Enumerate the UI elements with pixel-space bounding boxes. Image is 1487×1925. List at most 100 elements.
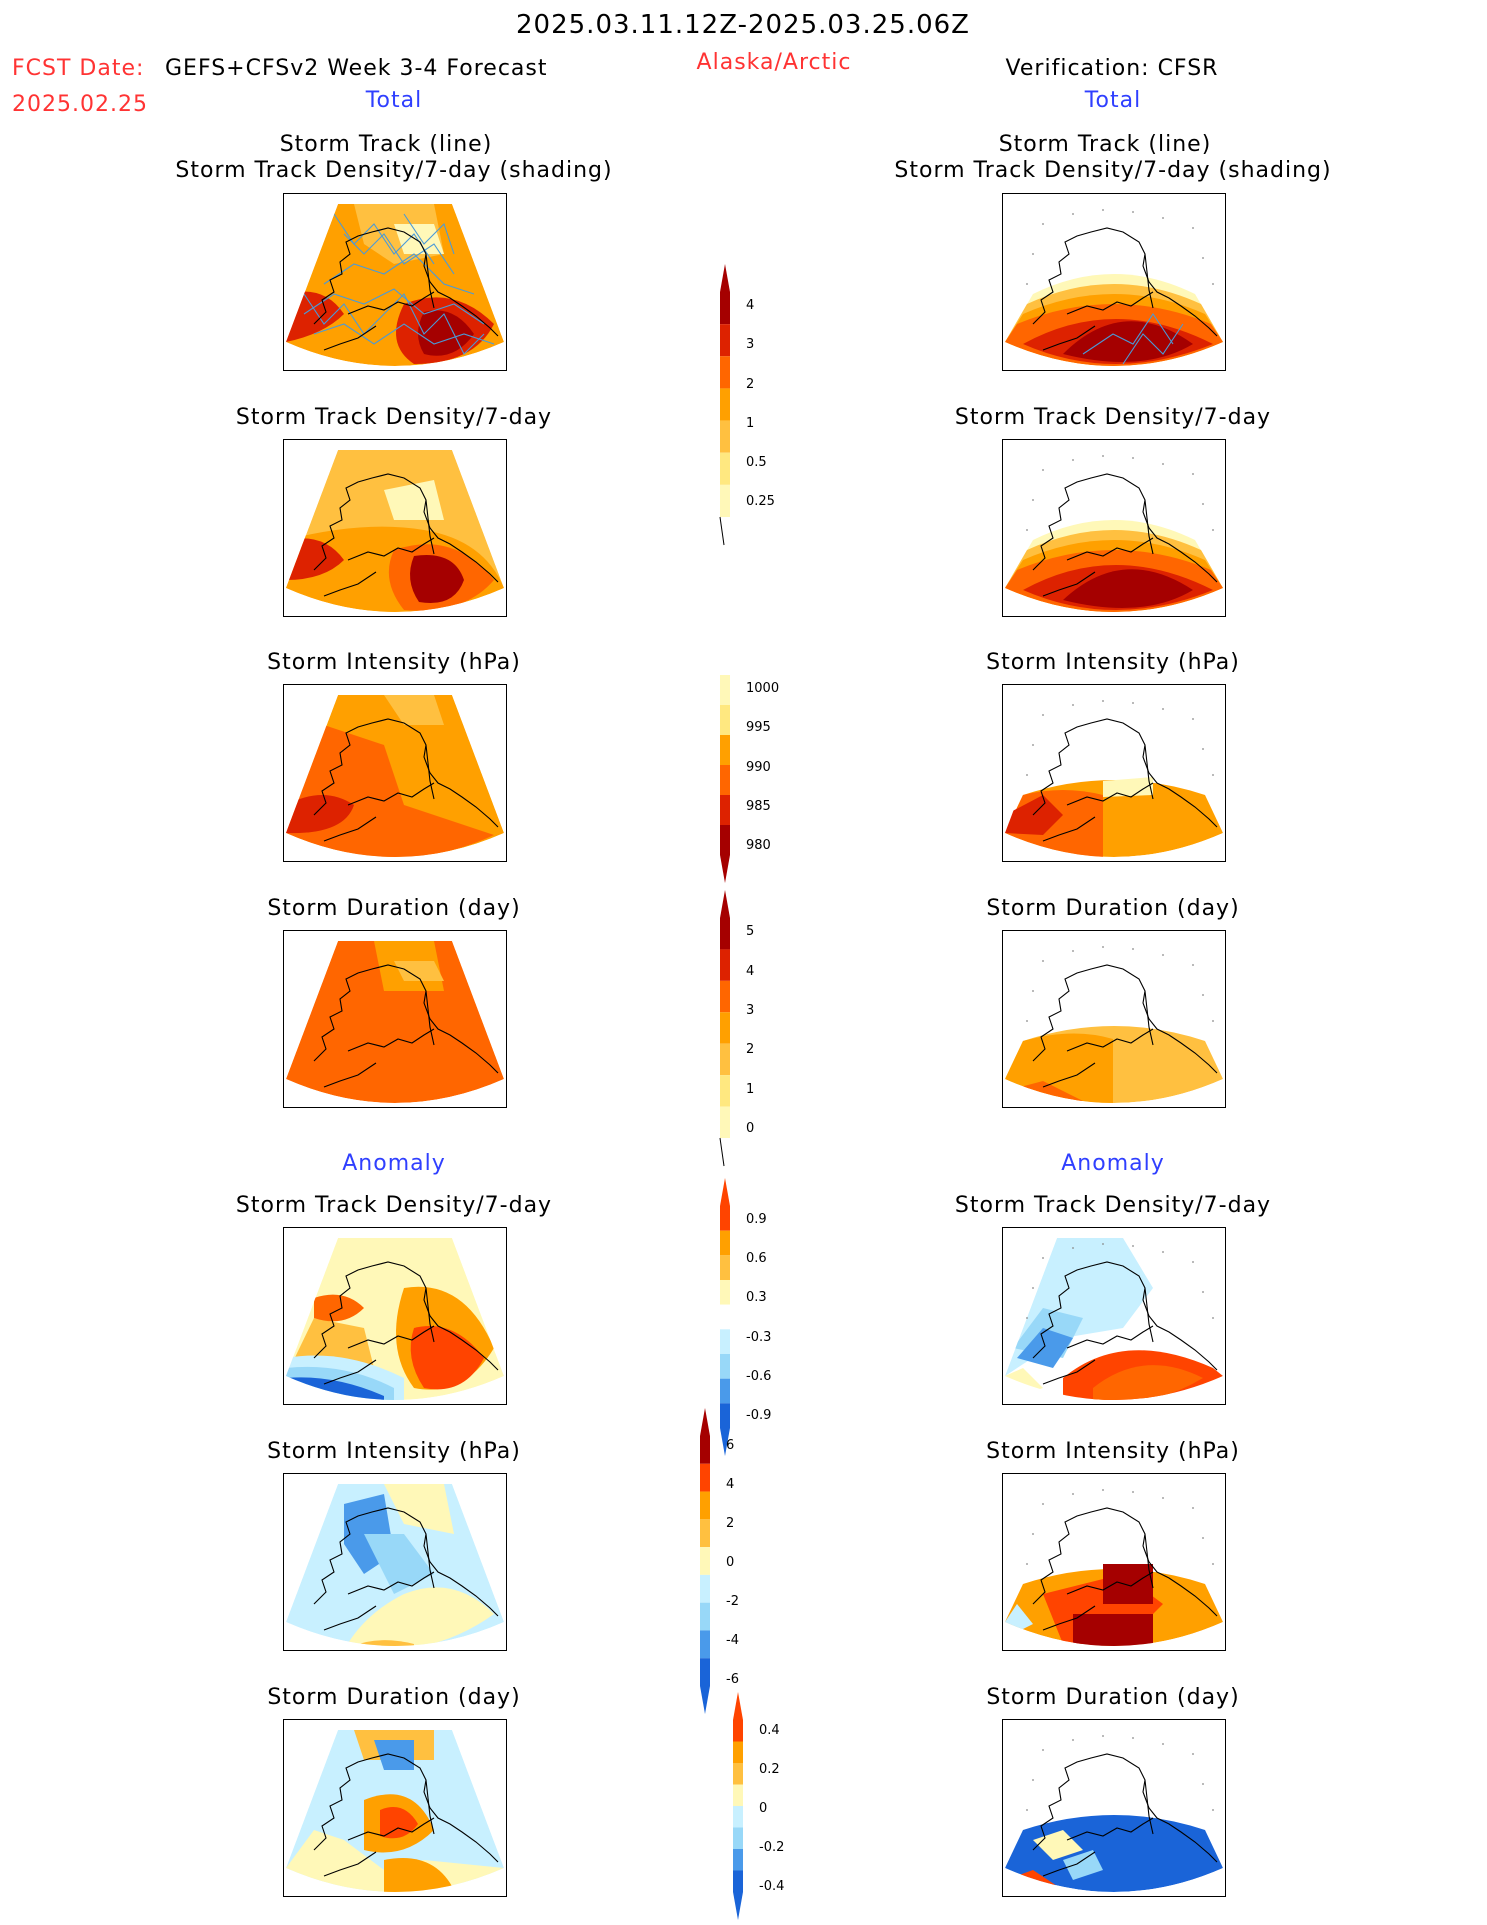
cb-intensity-anom-tick: 2 xyxy=(726,1516,735,1531)
grid-dot xyxy=(1026,1809,1028,1811)
cb-duration-anom-tick: -0.2 xyxy=(759,1840,785,1855)
shaded-region xyxy=(286,291,344,342)
map-duration-anom-forecast xyxy=(283,1719,507,1897)
colorbar-segment xyxy=(733,1849,743,1871)
map-intensity-anom-verification-svg xyxy=(1005,1484,1223,1646)
title-duration-anom-left: Storm Duration (day) xyxy=(267,1685,521,1710)
grid-dot xyxy=(1102,1735,1104,1737)
shaded-region xyxy=(1005,795,1063,835)
cb-density-anom-tick: 0.3 xyxy=(746,1290,767,1305)
verification-title: Verification: CFSR xyxy=(1005,56,1219,81)
section-anomaly-left: Anomaly xyxy=(342,1151,446,1176)
storm-track xyxy=(1122,323,1184,365)
grid-dot xyxy=(1042,1749,1044,1751)
colorbar-segment xyxy=(720,1106,730,1138)
map-intensity-anom-forecast-svg xyxy=(286,1484,504,1646)
grid-dot xyxy=(1192,964,1194,966)
shaded-region xyxy=(1063,569,1193,608)
grid-dot xyxy=(1162,1251,1164,1253)
title-duration-anom-right: Storm Duration (day) xyxy=(986,1685,1240,1710)
colorbar-segment xyxy=(720,1012,730,1044)
colorbar-arrow xyxy=(700,1408,710,1436)
coastline-segment xyxy=(425,1779,435,1835)
colorbar-arrow xyxy=(720,264,730,292)
coastline-segment xyxy=(313,227,499,337)
grid-dot xyxy=(1162,217,1164,219)
shaded-region xyxy=(1005,1033,1113,1103)
coastline-segment xyxy=(1042,1605,1096,1631)
grid-dot xyxy=(1192,1507,1194,1509)
coastline-segment xyxy=(1042,1062,1096,1088)
cb-intensity-anom-tick: 4 xyxy=(726,1477,735,1492)
map-intensity-forecast-svg xyxy=(286,695,504,857)
grid-dots xyxy=(1026,455,1214,531)
coastline-segment xyxy=(1032,1507,1218,1617)
map-intensity-anom-forecast xyxy=(283,1473,507,1651)
shaded-region xyxy=(394,961,444,981)
title-density-anom-left: Storm Track Density/7-day xyxy=(235,1193,553,1218)
coastline-segment xyxy=(1066,1028,1154,1052)
colorbar-segment xyxy=(700,1574,710,1603)
colorbar-segment xyxy=(720,1378,730,1404)
colorbar-arrow xyxy=(733,1692,743,1720)
grid-dot xyxy=(1026,1317,1028,1319)
cb-intensity-tick: 995 xyxy=(746,720,771,735)
colorbar-segment xyxy=(720,452,730,485)
storm-track xyxy=(343,233,455,275)
storm-track xyxy=(333,213,435,265)
grid-dot xyxy=(1212,1317,1214,1319)
cb-intensity-anom-tick: 6 xyxy=(726,1438,735,1453)
map-duration-verification xyxy=(1002,930,1226,1108)
colorbar-segment xyxy=(733,1827,743,1849)
grid-dot xyxy=(1212,529,1214,531)
colorbar-segment xyxy=(720,705,730,735)
shaded-region xyxy=(1063,1850,1103,1880)
grid-dot xyxy=(1032,253,1034,255)
shaded-region xyxy=(410,1326,484,1390)
shaded-region xyxy=(1103,1564,1153,1604)
grid-dot xyxy=(1162,1497,1164,1499)
cb-duration-tick: 0 xyxy=(746,1121,755,1136)
cb-duration-tick: 2 xyxy=(746,1042,755,1057)
coastline-segment xyxy=(1144,1287,1154,1343)
grid-dot xyxy=(1202,1291,1204,1293)
title-track-shading-left: Storm Track Density/7-day (shading) xyxy=(175,158,613,183)
grid-dot xyxy=(1026,1563,1028,1565)
coastline-segment xyxy=(323,1062,377,1088)
grid-dot xyxy=(1212,1020,1214,1022)
grid-dot xyxy=(1026,283,1028,285)
coastline-segment xyxy=(1144,499,1154,555)
cb-duration-tick: 4 xyxy=(746,964,755,979)
grid-dot xyxy=(1212,283,1214,285)
shaded-region xyxy=(418,310,474,356)
coastline-segment xyxy=(425,253,435,309)
grid-dot xyxy=(1032,990,1034,992)
coastline-segment xyxy=(1032,227,1218,337)
grid-dots xyxy=(1026,700,1214,776)
colorbar-arrow xyxy=(700,1686,710,1714)
coastline-segment xyxy=(1032,718,1218,828)
coastline-segment xyxy=(347,1571,435,1595)
title-density-left: Storm Track Density/7-day xyxy=(235,405,553,430)
grid-dots xyxy=(1026,1489,1214,1565)
map-intensity-verification-svg xyxy=(1005,695,1223,857)
shaded-region xyxy=(286,941,504,1103)
coastline-segment xyxy=(323,1851,377,1877)
title-intensity-anom-left: Storm Intensity (hPa) xyxy=(267,1439,521,1464)
coastline-segment xyxy=(313,1261,499,1371)
grid-dot xyxy=(1032,1287,1034,1289)
storm-track xyxy=(313,323,495,345)
title-intensity-right: Storm Intensity (hPa) xyxy=(986,650,1240,675)
storm-track xyxy=(1082,313,1174,355)
grid-dot xyxy=(1162,463,1164,465)
coastline-segment xyxy=(1032,964,1218,1074)
grid-dots xyxy=(1026,209,1214,285)
cb-duration-tick: 3 xyxy=(746,1003,755,1018)
coastline-segment xyxy=(347,291,435,315)
map-density-anom-forecast-svg xyxy=(286,1238,504,1400)
grid-dot xyxy=(1072,704,1074,706)
grid-dot xyxy=(1072,1247,1074,1249)
shaded-region xyxy=(286,1830,504,1892)
grid-dot xyxy=(1202,503,1204,505)
grid-dot xyxy=(1202,748,1204,750)
